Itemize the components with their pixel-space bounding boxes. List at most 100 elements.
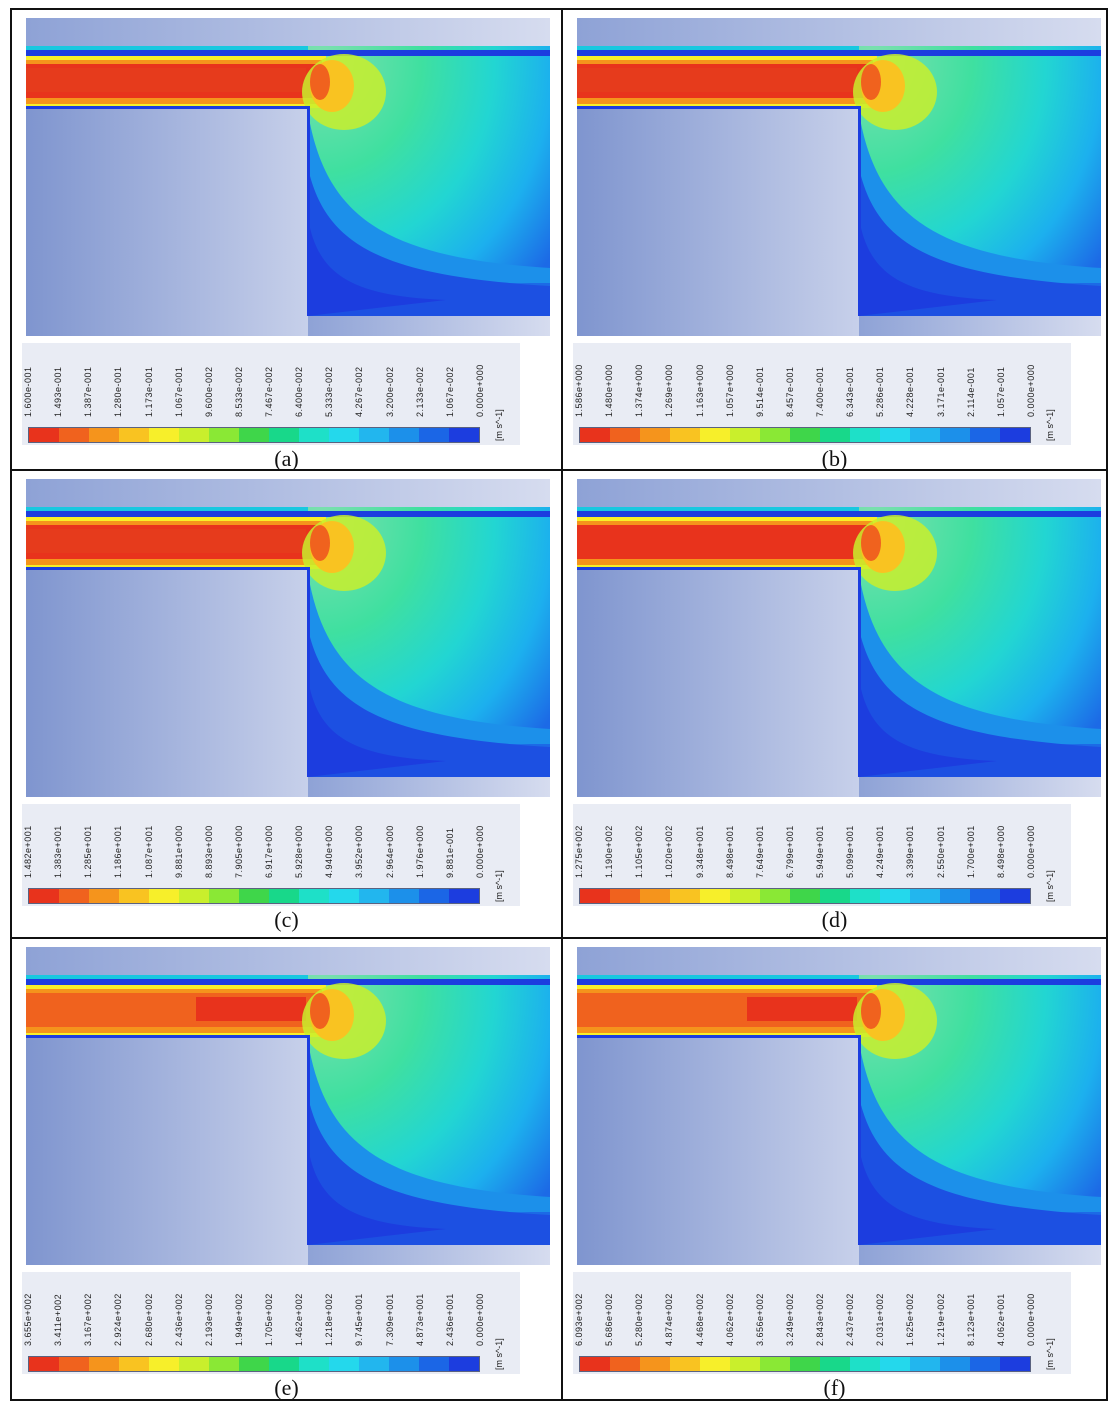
legend-tick-label: 2.437e+002 — [845, 1293, 856, 1346]
legend-tick-label: 4.062e+002 — [724, 1293, 735, 1346]
legend-tick: 8.498e+001 — [725, 808, 739, 882]
legend-tick-label: 1.067e-002 — [444, 366, 455, 417]
legend-tick: 0.000e+000 — [475, 1276, 489, 1350]
legend-tick-label: 3.200e-002 — [384, 366, 395, 417]
velocity-contour-plot — [26, 18, 550, 336]
color-legend: 1.586e+000 1.480e+000 1.374e+000 1.269e+000… — [573, 343, 1071, 445]
legend-tick-label: 2.964e+000 — [384, 825, 395, 878]
legend-tick-label: 8.123e+001 — [965, 1293, 976, 1346]
legend-tick-label: 9.348e+001 — [694, 825, 705, 878]
legend-tick-label: 0.000e+000 — [1026, 1293, 1036, 1346]
legend-tick-label: 6.400e-002 — [294, 366, 305, 417]
legend-tick: 3.655e+002 — [23, 1276, 37, 1350]
color-swatch — [389, 889, 419, 903]
legend-tick-label: 1.275e+002 — [574, 825, 584, 878]
color-swatch — [59, 428, 89, 442]
color-swatch — [389, 428, 419, 442]
color-swatch — [419, 889, 449, 903]
color-swatch — [730, 1357, 760, 1371]
legend-tick-label: 3.411e+002 — [53, 1293, 64, 1346]
color-swatch — [359, 428, 389, 442]
legend-tick: 3.656e+002 — [755, 1276, 769, 1350]
contour-plot — [26, 479, 550, 797]
legend-tick: 4.468e+002 — [695, 1276, 709, 1350]
legend-tick-label: 6.917e+000 — [264, 825, 275, 878]
legend-tick: 6.917e+000 — [264, 808, 278, 882]
velocity-contour-plot — [577, 947, 1101, 1265]
legend-tick-label: 3.952e+000 — [354, 825, 365, 878]
legend-tick-label: 1.218e+002 — [324, 1293, 335, 1346]
legend-tick-label: 5.280e+002 — [634, 1293, 645, 1346]
legend-tick: 3.952e+000 — [354, 808, 368, 882]
legend-ticks: 1.586e+000 1.480e+000 1.374e+000 1.269e+000… — [574, 347, 1036, 421]
legend-tick-label: 1.163e+000 — [694, 364, 705, 417]
color-swatch — [730, 889, 760, 903]
legend-ticks: 6.093e+002 5.686e+002 5.280e+002 4.874e+002… — [574, 1276, 1036, 1350]
color-swatch — [700, 1357, 730, 1371]
legend-unit: [m s^-1] — [494, 870, 504, 902]
legend-tick-label: 1.625e+002 — [905, 1293, 916, 1346]
legend-unit: [m s^-1] — [1045, 870, 1055, 902]
panel-f: 6.093e+002 5.686e+002 5.280e+002 4.874e+002… — [563, 939, 1108, 1401]
contour-plot — [26, 947, 550, 1265]
legend-tick-label: 1.976e+000 — [414, 825, 425, 878]
legend-tick-label: 7.400e-001 — [815, 366, 826, 417]
legend-tick-label: 4.468e+002 — [694, 1293, 705, 1346]
legend-tick: 1.700e+001 — [966, 808, 980, 882]
legend-tick-label: 1.020e+002 — [664, 825, 675, 878]
color-swatch — [820, 889, 850, 903]
figure-grid: 1.600e-001 1.493e-001 1.387e-001 1.280e-001… — [10, 8, 1108, 1401]
legend-tick-label: 2.924e+002 — [113, 1293, 124, 1346]
legend-tick-label: 9.514e-001 — [754, 366, 765, 417]
color-swatch — [209, 1357, 239, 1371]
legend-tick: 0.000e+000 — [475, 808, 489, 882]
color-swatch — [209, 889, 239, 903]
legend-tick: 1.480e+000 — [604, 347, 618, 421]
legend-unit: [m s^-1] — [494, 1338, 504, 1370]
color-swatch — [359, 1357, 389, 1371]
color-swatch — [29, 889, 59, 903]
color-swatch — [1000, 428, 1030, 442]
legend-tick-label: 3.249e+002 — [784, 1293, 795, 1346]
legend-tick: 1.218e+002 — [324, 1276, 338, 1350]
color-swatch — [910, 1357, 940, 1371]
legend-tick-label: 4.940e+000 — [324, 825, 335, 878]
color-swatch — [119, 428, 149, 442]
color-swatch — [1000, 889, 1030, 903]
color-bar — [579, 1356, 1031, 1372]
velocity-contour-plot — [26, 947, 550, 1265]
legend-tick-label: 5.928e+000 — [294, 825, 305, 878]
color-legend: 1.600e-001 1.493e-001 1.387e-001 1.280e-001… — [22, 343, 520, 445]
color-swatch — [119, 889, 149, 903]
legend-tick: 1.067e-001 — [174, 347, 188, 421]
color-swatch — [700, 889, 730, 903]
legend-tick: 6.400e-002 — [294, 347, 308, 421]
color-bar — [579, 427, 1031, 443]
legend-tick-label: 0.000e+000 — [1026, 825, 1036, 878]
legend-tick-label: 9.600e-002 — [203, 366, 214, 417]
legend-tick-label: 0.000e+000 — [475, 364, 485, 417]
color-bar — [28, 427, 480, 443]
velocity-contour-plot — [577, 18, 1101, 336]
legend-tick-label: 1.387e-001 — [83, 366, 94, 417]
legend-tick: 2.133e-002 — [415, 347, 429, 421]
panel-a: 1.600e-001 1.493e-001 1.387e-001 1.280e-001… — [10, 8, 563, 471]
color-swatch — [850, 1357, 880, 1371]
legend-tick-label: 7.649e+001 — [754, 825, 765, 878]
legend-tick-label: 1.480e+000 — [604, 364, 615, 417]
legend-tick-label: 4.267e-002 — [354, 366, 365, 417]
color-swatch — [329, 1357, 359, 1371]
legend-tick: 4.062e+001 — [996, 1276, 1010, 1350]
legend-tick: 7.309e+001 — [385, 1276, 399, 1350]
legend-tick-label: 5.099e+001 — [845, 825, 856, 878]
color-swatch — [209, 428, 239, 442]
legend-tick-label: 2.031e+002 — [875, 1293, 886, 1346]
color-swatch — [580, 428, 610, 442]
legend-tick: 2.843e+002 — [815, 1276, 829, 1350]
color-swatch — [239, 428, 269, 442]
color-swatch — [149, 1357, 179, 1371]
color-swatch — [149, 889, 179, 903]
legend-unit: [m s^-1] — [1045, 409, 1055, 441]
legend-tick: 1.173e-001 — [144, 347, 158, 421]
legend-tick-label: 4.874e+002 — [664, 1293, 675, 1346]
